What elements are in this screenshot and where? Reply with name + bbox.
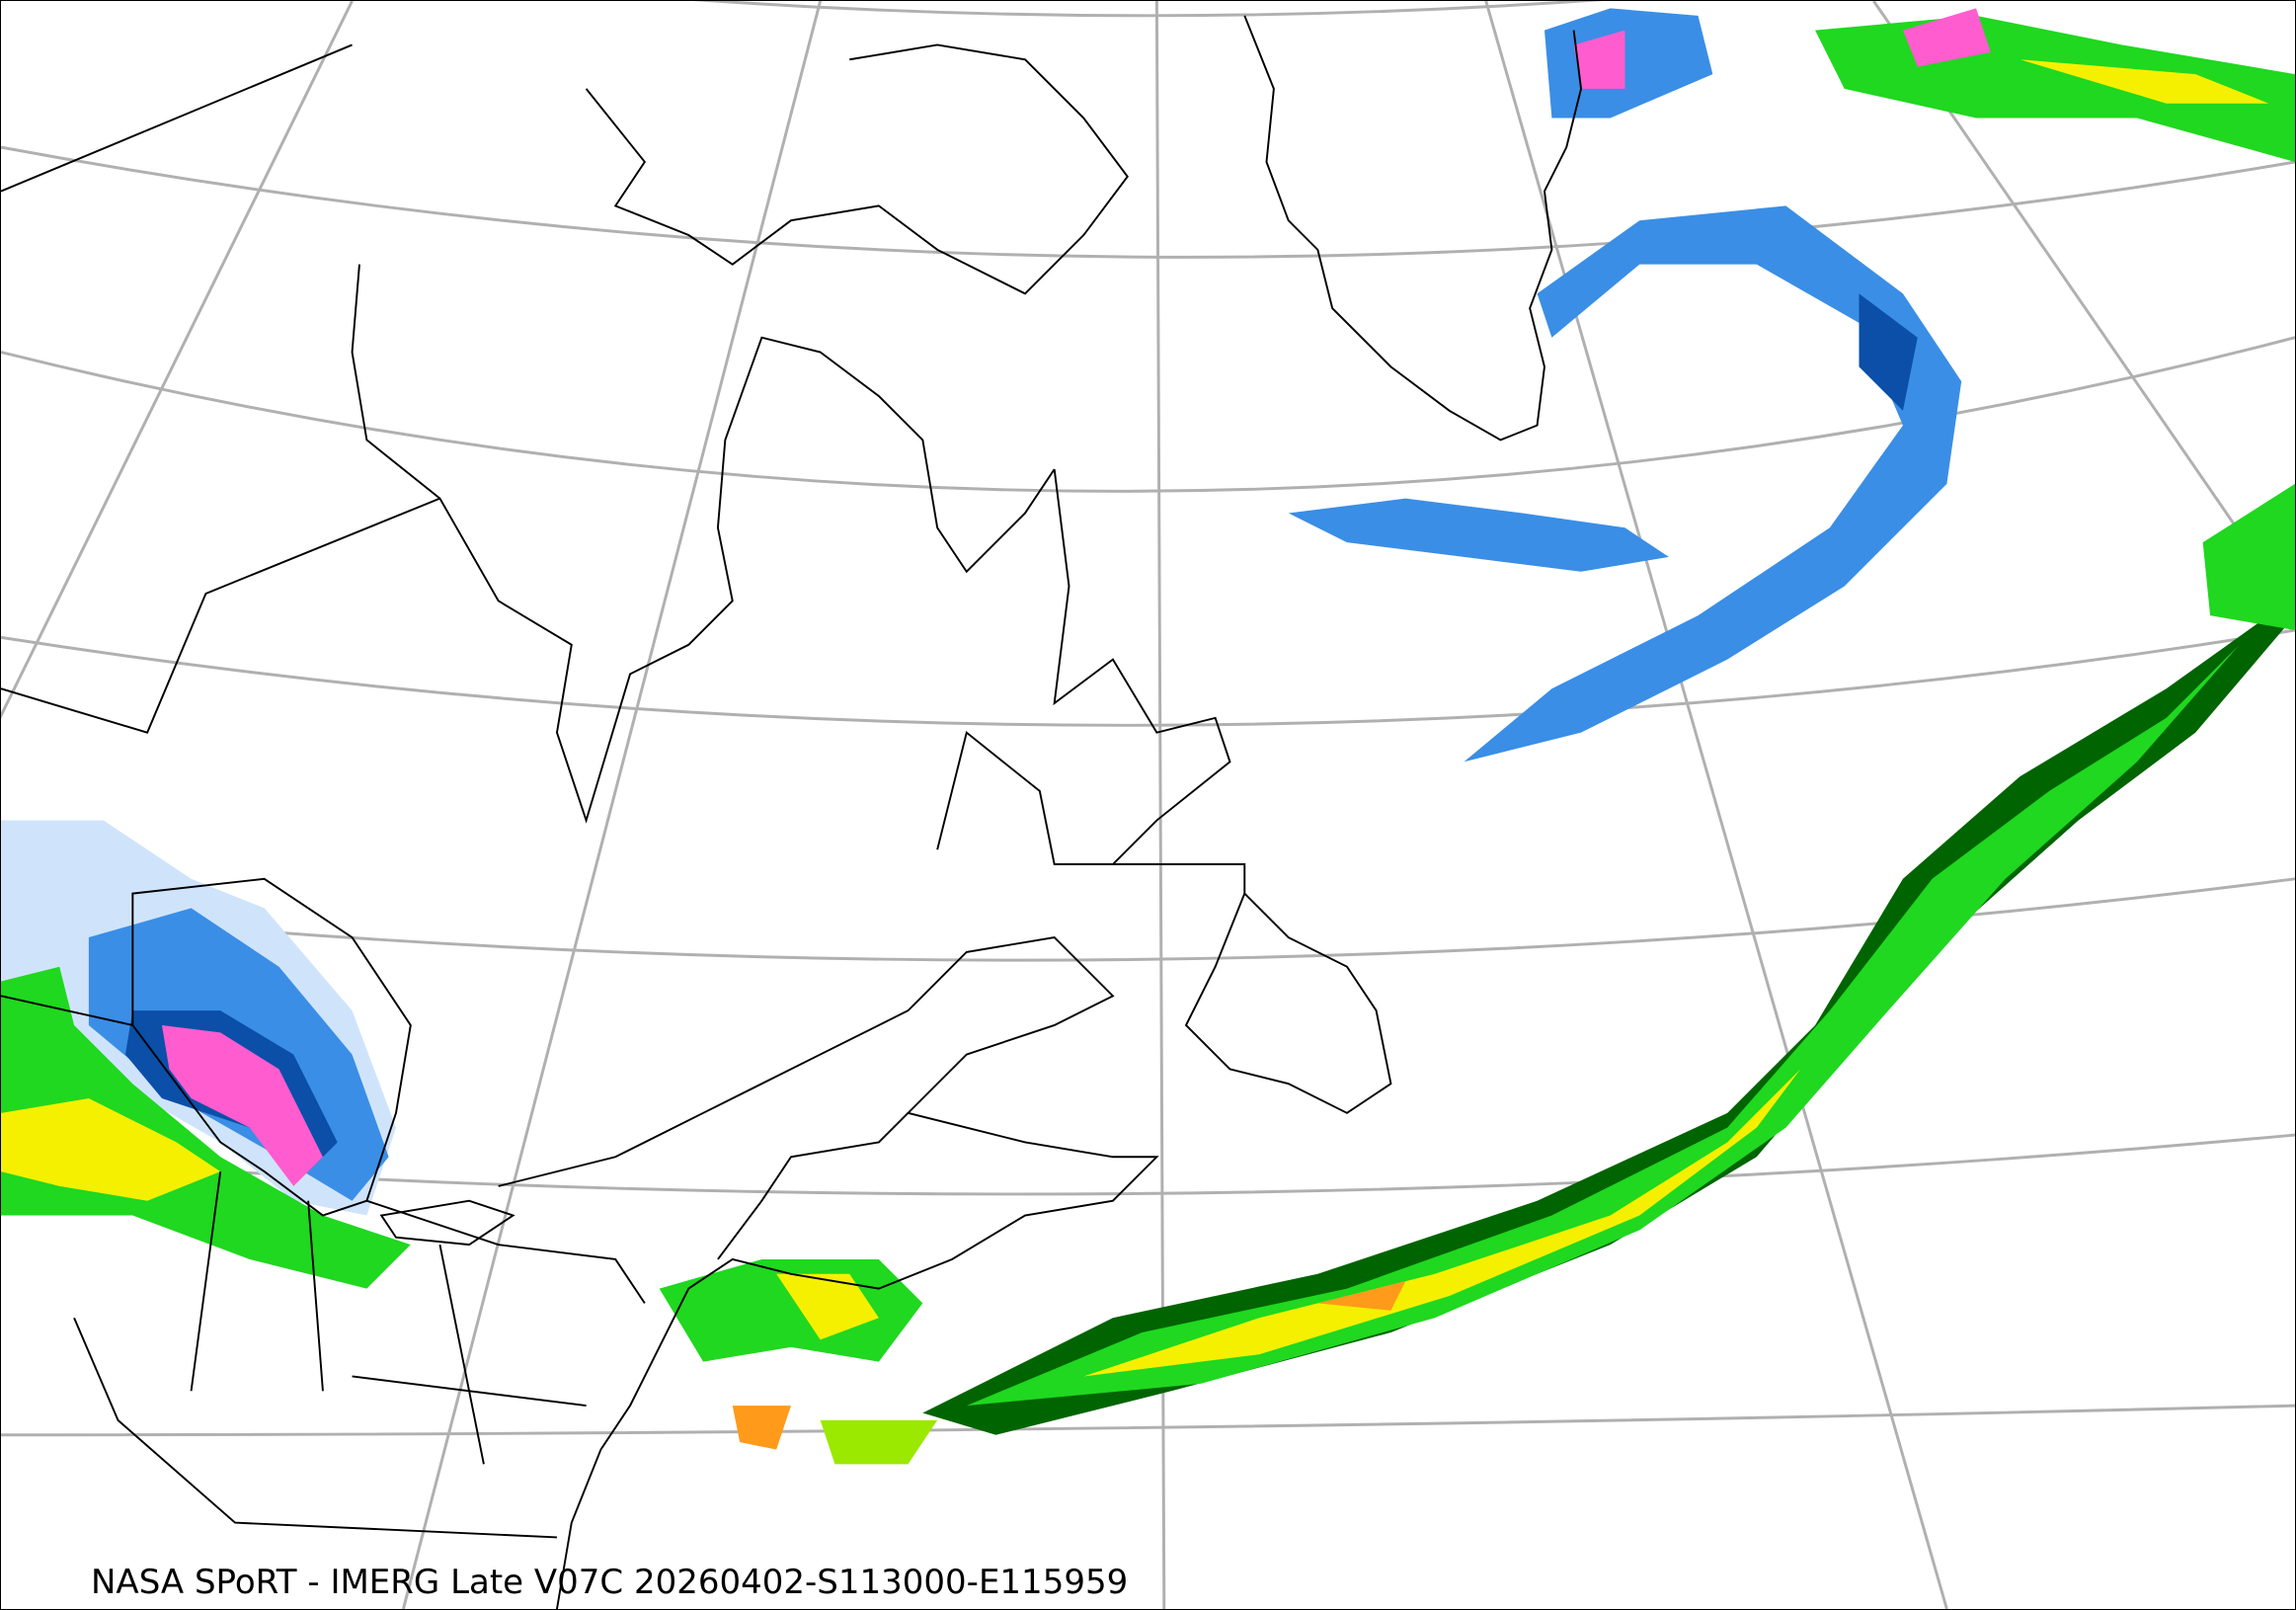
latitude-line [1,145,2295,259]
rain-east [2202,483,2295,630]
labrador-coast [936,468,1231,865]
map-caption: NASA SPoRT - IMERG Late V07C 20260402-S1… [91,1563,1129,1602]
great-lakes-snow-max [161,1024,323,1186]
cyclone-snow-heavy [1859,293,1918,411]
meridian-line [1872,1,2295,615]
newfoundland-coast [1184,891,1392,1114]
rain-northeast-heavy [2019,59,2269,104]
latitude-line [1,1404,2295,1437]
mid-atlantic-rain-2 [820,1419,938,1465]
coastlines-borders [1,15,1583,1609]
mid-atlantic-rain [732,1406,792,1450]
frontal-rain-band [922,483,2295,1435]
latitude-line [1,628,2295,727]
snow-greenland-heavy [1573,30,1625,89]
st-lawrence-coast [498,936,1159,1609]
hudson-bay-coast [351,264,1056,824]
state-borders [73,1170,587,1539]
frontal-rain-core [966,644,2240,1407]
meridian-line [1,1,354,719]
precipitation-layer [1,8,2295,1465]
great-lakes [131,877,515,1247]
new-england-rain-heavy [776,1273,879,1340]
greenland-coast [1243,15,1583,442]
latitude-line [693,1,1603,18]
baffin-island [585,43,1129,295]
great-lakes-rain-heavy [1,1098,221,1201]
snow-greenland-east [1902,8,1991,67]
cyclone-snow-spiral [1464,205,1962,763]
snow-greenland [1544,8,1713,119]
frontal-rain-max [1317,1281,1406,1311]
canada-us-border [1,995,910,1304]
province-borders [1,43,1246,894]
meridian-line [1484,1,1948,1609]
meridian-line [401,1,823,1609]
cyclone-snow-arm [1288,498,1669,572]
